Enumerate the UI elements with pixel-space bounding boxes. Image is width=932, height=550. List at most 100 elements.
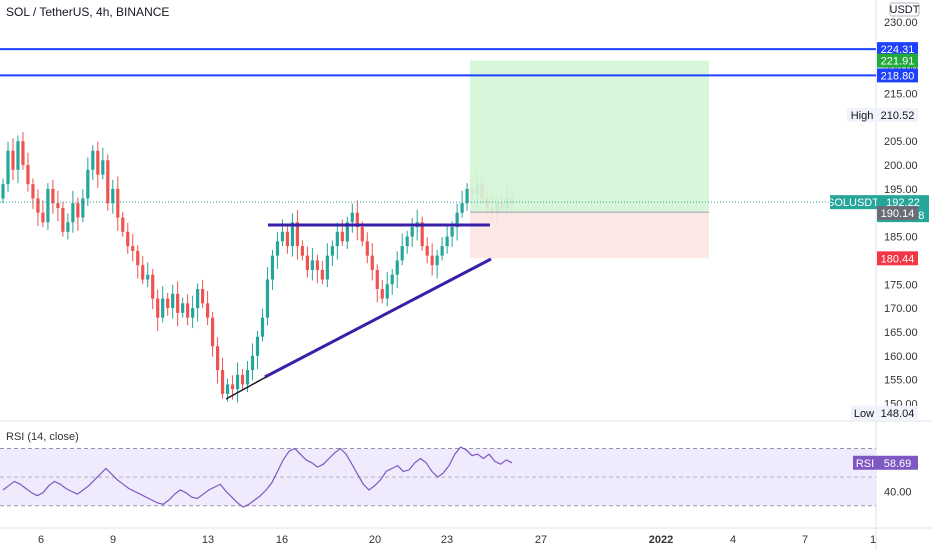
- rsi-value: 58.69: [884, 458, 912, 470]
- candle: [385, 284, 389, 299]
- price-tick-label: 170.00: [884, 303, 918, 315]
- price-tick-label: 200.00: [884, 160, 918, 172]
- candle: [260, 317, 265, 337]
- rsi-label: RSI: [856, 458, 874, 470]
- candle: [6, 150, 10, 185]
- candle: [16, 141, 20, 170]
- candle: [225, 384, 230, 394]
- candle: [250, 355, 255, 371]
- level-badge-224: 224.31: [881, 44, 915, 56]
- candle: [86, 169, 90, 199]
- candle: [56, 203, 60, 208]
- price-tick-label: 160.00: [884, 351, 918, 363]
- candle: [171, 293, 175, 309]
- stop-badge-bg: [877, 251, 918, 266]
- candle: [460, 203, 464, 213]
- support-trendline[interactable]: [264, 257, 492, 379]
- candle: [245, 370, 250, 385]
- candle: [176, 293, 180, 313]
- target-badge: 221.91: [881, 56, 915, 68]
- candle: [230, 384, 235, 390]
- entry-badge-bg: [877, 206, 918, 221]
- candle: [96, 150, 100, 175]
- high-value: 210.52: [881, 110, 915, 122]
- price-tick-label: 165.00: [884, 327, 918, 339]
- candle: [121, 217, 125, 232]
- candle: [181, 303, 185, 313]
- stop-zone: [470, 212, 709, 259]
- candle: [390, 274, 394, 285]
- candle: [215, 346, 220, 371]
- candle: [265, 279, 270, 318]
- candle: [355, 212, 359, 228]
- candle: [435, 255, 439, 266]
- candle: [340, 231, 344, 242]
- candle: [21, 141, 25, 166]
- candle: [81, 198, 85, 218]
- time-tick-label: 6: [38, 534, 44, 546]
- candle: [395, 260, 399, 275]
- support-trendline-extension: [225, 376, 267, 400]
- candle: [330, 246, 334, 256]
- time-tick-label: 4: [730, 534, 736, 546]
- low-value-bg: [877, 405, 918, 420]
- candle: [220, 370, 225, 394]
- candle: [235, 374, 240, 390]
- chart-title: SOL / TetherUS, 4h, BINANCE: [6, 5, 170, 19]
- candle: [156, 298, 160, 318]
- candle: [71, 203, 75, 223]
- price-tick-label: 185.00: [884, 232, 918, 244]
- candle: [61, 207, 65, 232]
- low-label-bg: [851, 405, 877, 420]
- low-value: 148.04: [881, 408, 915, 420]
- candle: [360, 227, 364, 242]
- symbol-badge-bg: [830, 195, 877, 210]
- candle: [1, 184, 5, 199]
- candle: [201, 289, 205, 304]
- high-label-bg: [847, 107, 877, 122]
- currency-label: USDT: [890, 4, 920, 16]
- time-tick-label: 13: [202, 534, 214, 546]
- candle: [350, 212, 354, 223]
- candle: [335, 231, 339, 247]
- level-badge-218: 218.80: [881, 70, 915, 82]
- symbol-badge: SOLUSDT: [827, 197, 879, 209]
- rsi-title: RSI (14, close): [6, 431, 79, 443]
- price-tick-label: 215.00: [884, 89, 918, 101]
- candle: [290, 222, 295, 247]
- candle: [106, 160, 110, 204]
- time-tick-label: 16: [276, 534, 288, 546]
- candle: [36, 198, 40, 213]
- candle: [425, 246, 429, 256]
- candle: [270, 255, 275, 280]
- candle: [46, 188, 50, 223]
- candles-layer: [1, 132, 514, 403]
- candle: [161, 298, 165, 318]
- candle: [325, 255, 329, 280]
- candle: [310, 260, 314, 270]
- price-tick-label: 195.00: [884, 184, 918, 196]
- candle: [116, 188, 120, 218]
- candle: [280, 231, 285, 242]
- candle: [380, 289, 384, 299]
- time-tick-label: 9: [110, 534, 116, 546]
- candle: [445, 236, 449, 247]
- time-tick-label: 2022: [649, 534, 673, 546]
- candle: [91, 150, 95, 170]
- low-label: Low: [854, 408, 874, 420]
- candle: [370, 255, 374, 270]
- rsi-tick-label: 40.00: [884, 486, 912, 498]
- currency-box[interactable]: [889, 2, 920, 17]
- level-badge-224-bg: [877, 42, 918, 57]
- candle: [405, 236, 409, 247]
- stop-badge: 180.44: [881, 253, 915, 265]
- candle: [300, 246, 305, 256]
- candle: [111, 188, 115, 204]
- high-value-bg: [877, 107, 918, 122]
- level-badge-218-bg: [877, 68, 918, 83]
- candle: [240, 374, 245, 385]
- candle: [255, 336, 260, 356]
- price-tick-label: 155.00: [884, 375, 918, 387]
- candle: [430, 255, 434, 266]
